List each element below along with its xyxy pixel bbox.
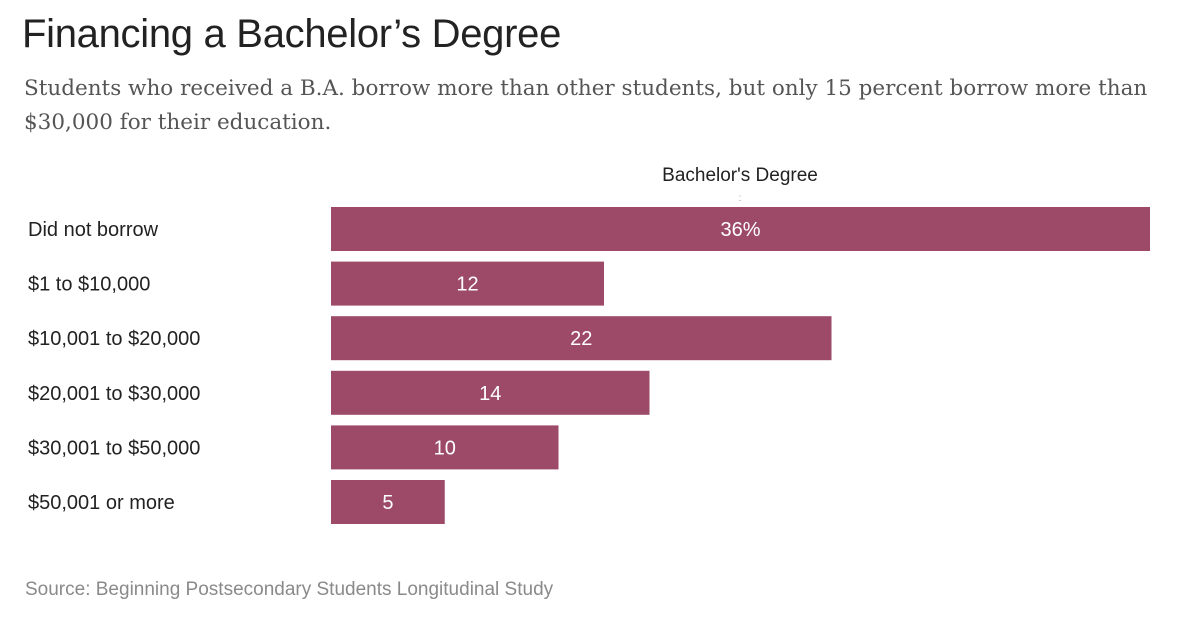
bar-value-label: 36% xyxy=(720,219,760,241)
bar xyxy=(331,207,1150,251)
bar-value-label: 10 xyxy=(434,437,456,459)
bar-value-label: 14 xyxy=(479,383,501,405)
bar-value-label: 5 xyxy=(382,492,393,514)
bar xyxy=(331,480,445,524)
category-label: $50,001 or more xyxy=(28,492,175,514)
source-note: Source: Beginning Postsecondary Students… xyxy=(25,579,554,600)
bar xyxy=(331,261,604,306)
bar xyxy=(331,316,832,361)
category-label: Did not borrow xyxy=(28,219,159,241)
bar-value-label: 12 xyxy=(456,274,478,296)
bars-group: Did not borrow 36% $1 to $10,000 12 $10,001 … xyxy=(28,207,1150,524)
bar-chart: Bachelor's Degree : Did not borrow 36% $1 … xyxy=(28,165,1150,524)
chart-title: Financing a Bachelor’s Degree xyxy=(22,12,562,56)
chart-subtitle: Students who received a B.A. borrow more… xyxy=(24,76,1148,135)
column-header-marker: : xyxy=(739,193,742,204)
category-label: $1 to $10,000 xyxy=(28,274,150,296)
bar xyxy=(331,370,650,415)
category-label: $10,001 to $20,000 xyxy=(28,328,200,350)
bar-value-label: 22 xyxy=(570,328,592,350)
category-label: $30,001 to $50,000 xyxy=(28,437,200,459)
bar xyxy=(331,425,559,470)
column-header: Bachelor's Degree xyxy=(662,165,818,186)
category-label: $20,001 to $30,000 xyxy=(28,383,200,405)
